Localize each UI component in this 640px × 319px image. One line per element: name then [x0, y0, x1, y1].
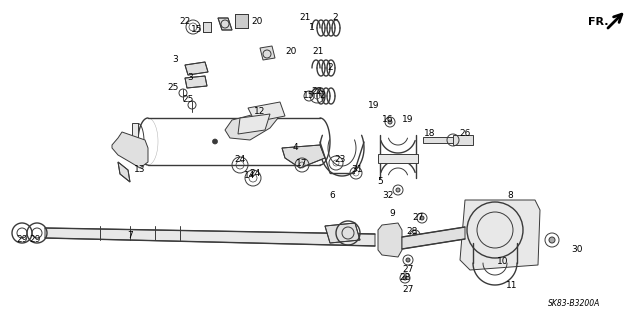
Polygon shape — [225, 110, 278, 140]
Text: 1: 1 — [309, 23, 315, 32]
Polygon shape — [423, 137, 453, 143]
Text: 7: 7 — [127, 232, 133, 241]
Text: 22: 22 — [312, 87, 323, 97]
Text: 31: 31 — [351, 166, 363, 174]
Text: 12: 12 — [254, 108, 266, 116]
Text: 23: 23 — [334, 155, 346, 165]
Polygon shape — [325, 223, 360, 243]
Polygon shape — [453, 135, 473, 145]
Text: 11: 11 — [506, 280, 518, 290]
Text: 20: 20 — [252, 18, 262, 26]
Polygon shape — [282, 145, 325, 168]
Polygon shape — [460, 200, 540, 270]
Polygon shape — [238, 114, 270, 134]
Text: SK83-B3200A: SK83-B3200A — [548, 299, 600, 308]
Text: 27: 27 — [403, 285, 413, 293]
Text: 26: 26 — [460, 129, 470, 137]
Text: 29: 29 — [29, 235, 41, 244]
Text: 30: 30 — [572, 246, 583, 255]
Polygon shape — [378, 154, 418, 163]
Text: 27: 27 — [403, 265, 413, 275]
Polygon shape — [248, 102, 285, 122]
Text: 22: 22 — [179, 18, 191, 26]
Circle shape — [388, 120, 392, 124]
Polygon shape — [118, 162, 130, 182]
Text: 29: 29 — [16, 235, 28, 244]
Polygon shape — [402, 227, 465, 249]
Text: 2: 2 — [327, 63, 333, 72]
Polygon shape — [235, 14, 248, 28]
Text: 28: 28 — [399, 273, 411, 283]
Polygon shape — [185, 62, 208, 75]
Circle shape — [396, 188, 400, 192]
Text: 24: 24 — [234, 155, 246, 165]
Text: 28: 28 — [406, 227, 418, 236]
Polygon shape — [218, 18, 232, 30]
Text: 21: 21 — [300, 13, 310, 23]
Polygon shape — [112, 132, 148, 168]
Text: 4: 4 — [292, 144, 298, 152]
Polygon shape — [378, 223, 402, 257]
Text: 27: 27 — [412, 213, 424, 222]
Circle shape — [403, 276, 407, 280]
Text: 2: 2 — [319, 92, 325, 100]
Text: 24: 24 — [250, 168, 260, 177]
Text: 18: 18 — [424, 129, 436, 137]
Text: 6: 6 — [329, 190, 335, 199]
Text: 3: 3 — [187, 73, 193, 83]
Text: 20: 20 — [285, 48, 297, 56]
Text: 15: 15 — [303, 92, 315, 100]
Polygon shape — [45, 228, 375, 246]
Circle shape — [406, 258, 410, 262]
Circle shape — [413, 233, 417, 237]
Text: 2: 2 — [332, 13, 338, 23]
Text: 19: 19 — [368, 100, 380, 109]
Text: 25: 25 — [182, 95, 194, 105]
Text: 5: 5 — [377, 176, 383, 186]
Text: 9: 9 — [389, 209, 395, 218]
Text: 14: 14 — [244, 170, 256, 180]
Text: 21: 21 — [312, 48, 324, 56]
Text: 8: 8 — [507, 190, 513, 199]
Text: 32: 32 — [382, 190, 394, 199]
Polygon shape — [185, 76, 207, 88]
Polygon shape — [132, 123, 138, 160]
Circle shape — [549, 237, 555, 243]
Polygon shape — [260, 46, 275, 60]
Text: 25: 25 — [167, 84, 179, 93]
Circle shape — [420, 216, 424, 220]
Polygon shape — [203, 22, 211, 32]
Text: 17: 17 — [296, 159, 308, 167]
Text: 10: 10 — [497, 257, 509, 266]
Circle shape — [212, 139, 218, 144]
Text: FR.: FR. — [588, 17, 609, 27]
Text: 3: 3 — [172, 56, 178, 64]
Text: 19: 19 — [403, 115, 413, 124]
Text: 13: 13 — [134, 166, 146, 174]
Text: 15: 15 — [191, 26, 203, 34]
Text: 16: 16 — [382, 115, 394, 124]
